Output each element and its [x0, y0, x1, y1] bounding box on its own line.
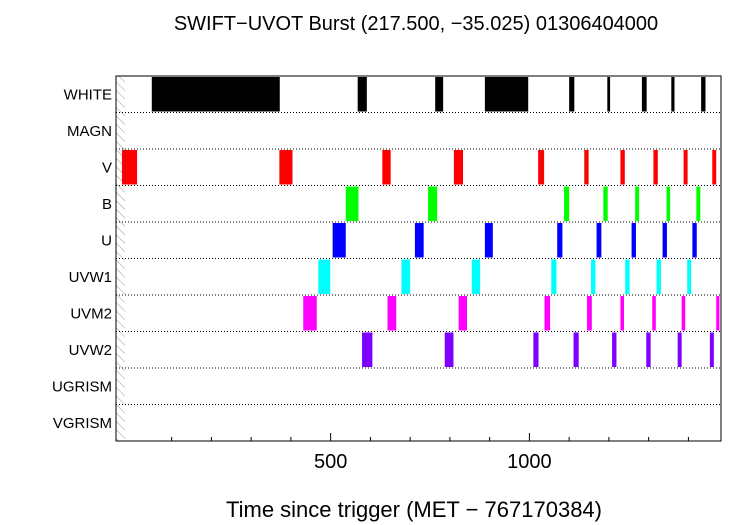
exposure-bar-v: [653, 150, 658, 185]
exposure-bar-u: [557, 223, 563, 258]
row-b: [345, 186, 701, 221]
exposure-bar-uvm2: [458, 296, 467, 331]
exposure-bar-uvw2: [612, 332, 617, 367]
exposure-bar-uvm2: [681, 296, 686, 331]
exposure-bar-uvm2: [303, 296, 317, 331]
row-white: [151, 77, 706, 112]
exposure-bar-uvw1: [318, 259, 331, 294]
exposure-bar-b: [563, 186, 570, 221]
exposure-bar-v: [279, 150, 293, 185]
exposure-bar-white: [671, 77, 675, 112]
row-label-white: WHITE: [64, 86, 112, 103]
row-label-uvw2: UVW2: [69, 342, 112, 359]
row-label-uvm2: UVM2: [70, 305, 112, 322]
plot-frame: [115, 75, 722, 442]
exposure-bar-white: [357, 77, 367, 112]
exposure-bar-v: [712, 150, 717, 185]
exposure-bar-uvm2: [716, 296, 720, 331]
x-tick-label: 1000: [507, 451, 552, 473]
exposure-bar-uvw2: [677, 332, 682, 367]
exposure-bar-b: [666, 186, 671, 221]
exposure-bar-white: [435, 77, 444, 112]
exposure-bar-uvw1: [656, 259, 661, 294]
x-tick-label: 500: [314, 451, 347, 473]
exposure-bar-uvw2: [709, 332, 714, 367]
exposure-bar-uvw2: [444, 332, 454, 367]
left-hatch-strip: [116, 76, 125, 441]
exposure-bar-b: [696, 186, 701, 221]
exposure-bar-uvw1: [591, 259, 596, 294]
exposure-bar-uvm2: [620, 296, 625, 331]
exposure-bar-uvm2: [544, 296, 551, 331]
exposure-bar-white: [151, 77, 280, 112]
exposure-bar-b: [635, 186, 640, 221]
exposure-bar-uvw1: [687, 259, 692, 294]
exposure-bar-u: [332, 223, 346, 258]
exposure-bar-u: [662, 223, 667, 258]
exposure-bar-white: [484, 77, 529, 112]
exposure-bar-b: [603, 186, 608, 221]
exposure-bar-uvw1: [551, 259, 557, 294]
exposure-bar-white: [569, 77, 575, 112]
exposure-bar-v: [121, 150, 138, 185]
row-label-vgrism: VGRISM: [53, 415, 112, 432]
exposure-bar-uvw1: [401, 259, 411, 294]
exposure-bar-u: [692, 223, 697, 258]
exposure-bar-b: [428, 186, 438, 221]
row-label-b: B: [102, 196, 112, 213]
exposure-bar-white: [607, 77, 611, 112]
exposure-bar-uvw2: [573, 332, 579, 367]
exposure-bar-v: [538, 150, 545, 185]
row-uvw2: [362, 332, 714, 367]
row-v: [121, 150, 717, 185]
exposure-bar-white: [641, 77, 647, 112]
exposure-bar-uvw2: [646, 332, 651, 367]
exposure-bar-v: [620, 150, 625, 185]
exposure-bar-uvw1: [471, 259, 481, 294]
exposure-bar-u: [631, 223, 636, 258]
row-labels: WHITE MAGN V B U UVW1 UVM2 UVW2 UGRISM VGRISM: [52, 86, 112, 432]
exposure-bar-u: [596, 223, 602, 258]
x-axis-label: Time since trigger (MET − 767170384): [226, 497, 602, 522]
exposure-bar-b: [345, 186, 359, 221]
x-axis: 500 1000: [171, 433, 689, 473]
row-label-u: U: [101, 232, 112, 249]
plot-area: [115, 75, 722, 442]
exposure-bar-u: [414, 223, 424, 258]
row-uvw1: [318, 259, 692, 294]
row-label-v: V: [102, 159, 112, 176]
row-label-ugrism: UGRISM: [52, 378, 112, 395]
exposure-bar-v: [382, 150, 391, 185]
exposure-bar-uvm2: [587, 296, 592, 331]
exposure-bar-v: [453, 150, 464, 185]
exposure-bar-uvm2: [387, 296, 397, 331]
row-uvm2: [303, 296, 720, 331]
exposure-bar-u: [484, 223, 493, 258]
exposure-bar-uvm2: [652, 296, 656, 331]
exposure-bar-uvw1: [625, 259, 630, 294]
exposure-bar-uvw2: [362, 332, 373, 367]
chart-title: SWIFT−UVOT Burst (217.500, −35.025) 0130…: [174, 13, 658, 35]
exposure-bar-uvw2: [533, 332, 539, 367]
row-label-magn: MAGN: [67, 123, 112, 140]
exposure-bar-white: [701, 77, 706, 112]
exposure-bar-v: [584, 150, 589, 185]
row-label-uvw1: UVW1: [69, 269, 112, 286]
row-u: [332, 223, 697, 258]
exposure-bar-v: [683, 150, 688, 185]
